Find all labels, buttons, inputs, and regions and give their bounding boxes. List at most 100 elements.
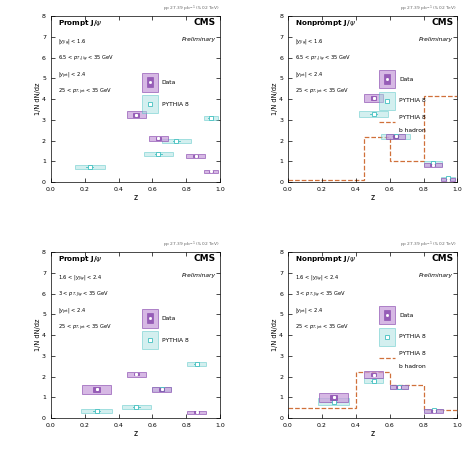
Bar [389,384,408,389]
Text: 3 < $p_{T,J/\psi}$ < 35 GeV: 3 < $p_{T,J/\psi}$ < 35 GeV [295,289,346,300]
Text: pp 27.39 pb$^{-1}$ (5.02 TeV): pp 27.39 pb$^{-1}$ (5.02 TeV) [401,4,457,14]
Bar [194,411,199,413]
Text: PYTHIA 8: PYTHIA 8 [399,98,426,103]
Text: $|y_\mathrm{jet}|$ < 2.4: $|y_\mathrm{jet}|$ < 2.4 [58,70,86,80]
Text: Preliminary: Preliminary [419,37,453,42]
X-axis label: z: z [371,193,375,202]
Bar [441,177,455,180]
Bar [425,409,443,412]
Text: Data: Data [399,77,413,82]
Bar [134,373,139,376]
X-axis label: z: z [371,430,375,438]
Bar [127,111,146,118]
Text: 25 < $p_{T,\mathrm{jet}}$ < 35 GeV: 25 < $p_{T,\mathrm{jet}}$ < 35 GeV [295,87,349,97]
Bar [384,310,390,320]
Text: pp 27.39 pb$^{-1}$ (5.02 TeV): pp 27.39 pb$^{-1}$ (5.02 TeV) [401,240,457,250]
Bar [384,74,390,84]
Text: Nonprompt J/$\psi$: Nonprompt J/$\psi$ [295,18,356,28]
Text: $|y_\mathrm{jet}|$ < 2.4: $|y_\mathrm{jet}|$ < 2.4 [58,306,86,316]
Bar [193,155,198,157]
Bar [162,138,191,143]
Bar [431,410,436,412]
Bar [379,306,395,324]
Bar [152,387,171,392]
Text: Data: Data [399,313,413,318]
Bar [381,134,410,139]
Text: 25 < $p_{T,\mathrm{jet}}$ < 35 GeV: 25 < $p_{T,\mathrm{jet}}$ < 35 GeV [58,323,112,333]
Bar [127,372,146,377]
Bar [122,405,151,409]
Bar [424,163,442,167]
Text: CMS: CMS [194,255,216,264]
Y-axis label: 1/N dN/dz: 1/N dN/dz [272,83,278,115]
Bar [209,170,213,172]
Bar [147,77,153,87]
Text: 3 < $p_{T,J/\psi}$ < 35 GeV: 3 < $p_{T,J/\psi}$ < 35 GeV [58,289,109,300]
Bar [81,409,112,413]
Bar [389,385,408,389]
Bar [430,164,435,166]
Bar [425,409,443,413]
Bar [149,136,168,141]
Text: CMS: CMS [431,18,453,27]
Text: CMS: CMS [431,255,453,264]
Text: b hadron: b hadron [399,364,426,369]
Text: 1.6 < $|y_{J/\psi}|$ < 2.4: 1.6 < $|y_{J/\psi}|$ < 2.4 [295,273,339,282]
Bar [93,387,100,392]
Bar [330,395,337,400]
Text: Data: Data [162,316,176,321]
Bar [156,137,161,139]
Text: b hadron: b hadron [399,128,426,133]
Text: 25 < $p_{T,\mathrm{jet}}$ < 35 GeV: 25 < $p_{T,\mathrm{jet}}$ < 35 GeV [58,87,112,97]
Bar [371,373,376,376]
Text: 6.5 < $p_{T,J/\psi}$ < 35 GeV: 6.5 < $p_{T,J/\psi}$ < 35 GeV [58,53,114,64]
X-axis label: z: z [134,193,138,202]
Text: Preliminary: Preliminary [419,273,453,278]
Bar [318,399,349,404]
Bar [379,328,395,346]
Bar [441,178,455,181]
Bar [187,362,206,366]
Bar [74,165,105,169]
Bar [142,95,158,113]
Bar [364,378,383,383]
Bar [446,179,450,181]
Text: Prompt J/$\psi$: Prompt J/$\psi$ [58,18,103,28]
Bar [319,393,348,402]
Bar [187,411,206,414]
Text: pp 27.39 pb$^{-1}$ (5.02 TeV): pp 27.39 pb$^{-1}$ (5.02 TeV) [163,4,220,14]
Text: PYTHIA 8: PYTHIA 8 [399,351,426,356]
Bar [152,387,171,391]
Bar [386,134,405,139]
Text: PYTHIA 8: PYTHIA 8 [162,101,188,106]
Bar [82,385,111,394]
Bar [396,386,401,388]
Y-axis label: 1/N dN/dz: 1/N dN/dz [35,319,41,351]
Text: CMS: CMS [194,18,216,27]
Bar [379,70,395,88]
Y-axis label: 1/N dN/dz: 1/N dN/dz [272,319,278,351]
Text: Preliminary: Preliminary [182,37,216,42]
Text: $|y_{J/\psi}|$ < 1.6: $|y_{J/\psi}|$ < 1.6 [58,37,86,47]
Text: PYTHIA 8: PYTHIA 8 [399,115,426,120]
Bar [424,161,442,165]
Text: $|y_\mathrm{jet}|$ < 2.4: $|y_\mathrm{jet}|$ < 2.4 [295,70,323,80]
Bar [364,372,383,377]
Bar [159,388,164,391]
Text: $|y_\mathrm{jet}|$ < 2.4: $|y_\mathrm{jet}|$ < 2.4 [295,306,323,316]
Text: Prompt J/$\psi$: Prompt J/$\psi$ [58,255,103,265]
Bar [204,170,218,173]
Text: Preliminary: Preliminary [182,273,216,278]
Bar [144,152,173,156]
Text: Nonprompt J/$\psi$: Nonprompt J/$\psi$ [295,255,356,265]
Bar [379,91,395,110]
Bar [371,96,376,100]
Bar [359,111,388,117]
Text: PYTHIA 8: PYTHIA 8 [399,334,426,339]
Bar [147,314,153,324]
Bar [364,94,383,102]
Bar [142,331,158,349]
Bar [186,154,205,158]
Text: PYTHIA 8: PYTHIA 8 [162,338,188,343]
Text: 1.6 < $|y_{J/\psi}|$ < 2.4: 1.6 < $|y_{J/\psi}|$ < 2.4 [58,273,102,282]
